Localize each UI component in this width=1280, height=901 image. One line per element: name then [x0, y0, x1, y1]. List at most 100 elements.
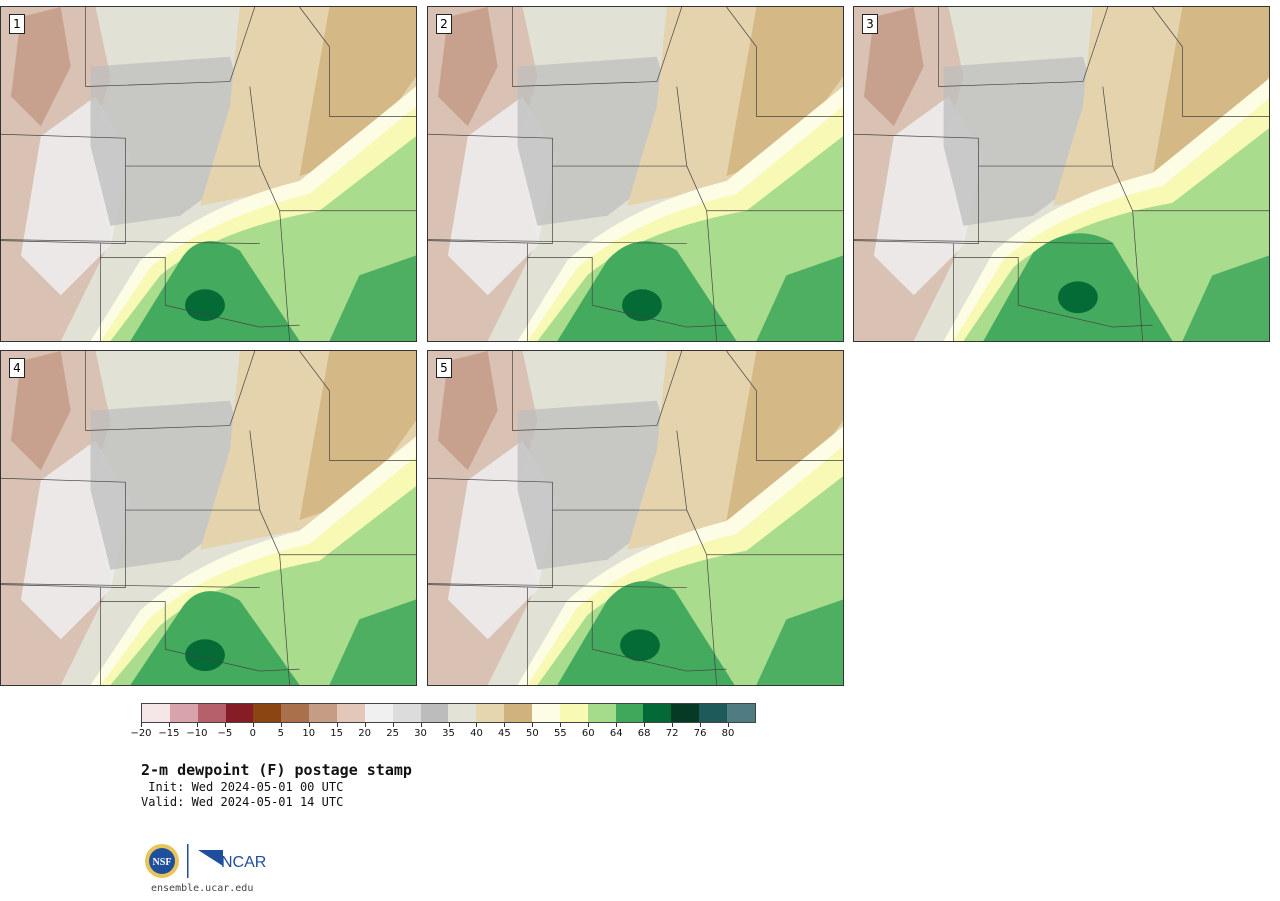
- state-boundary: [854, 239, 1113, 244]
- member-number-label: 2: [436, 14, 452, 34]
- state-boundary: [125, 430, 261, 511]
- colorbar-tick: [728, 723, 730, 727]
- ensemble-member-map-2: 2: [427, 6, 844, 342]
- colorbar-tick-label: 15: [330, 728, 344, 739]
- state-boundary: [706, 554, 717, 685]
- colorbar-tick: [141, 723, 142, 727]
- state-boundary: [1, 133, 126, 244]
- ensemble-member-map-1: 1: [0, 6, 417, 342]
- state-boundary: [299, 7, 416, 117]
- dewpoint-region: [299, 351, 416, 520]
- state-boundary: [512, 351, 657, 431]
- colorbar-tick: [700, 723, 702, 727]
- colorbar-tick-label: −20: [130, 728, 152, 739]
- colorbar-swatch: [197, 704, 226, 722]
- dewpoint-field: [1, 7, 416, 341]
- colorbar-tick: [616, 723, 618, 727]
- state-boundary: [726, 351, 843, 461]
- valid-time: Valid: Wed 2024-05-01 14 UTC: [141, 795, 344, 809]
- member-number-label: 3: [862, 14, 878, 34]
- colorbar-swatch: [281, 704, 310, 722]
- state-boundary: [299, 351, 416, 461]
- colorbar-tick-label: 5: [277, 728, 284, 739]
- state-boundary: [726, 7, 843, 117]
- colorbar-swatch: [142, 704, 170, 722]
- state-boundary: [938, 7, 1083, 87]
- colorbar-tick-label: 35: [442, 728, 455, 739]
- dewpoint-region: [130, 591, 300, 685]
- colorbar-tick-label: 68: [637, 728, 651, 739]
- member-number-label: 5: [436, 358, 452, 378]
- colorbar-swatch: [364, 704, 393, 722]
- state-boundary: [656, 7, 683, 82]
- dewpoint-region: [726, 7, 843, 176]
- colorbar-tick: [644, 723, 646, 727]
- state-boundary: [656, 351, 683, 426]
- colorbar-tick-label: 76: [693, 728, 707, 739]
- nsf-logo-text: NSF: [153, 857, 172, 868]
- colorbar-tick: [560, 723, 562, 727]
- colorbar-tick: [308, 723, 310, 727]
- colorbar-swatch: [615, 704, 644, 722]
- dewpoint-region: [756, 255, 843, 341]
- dewpoint-region: [437, 7, 498, 127]
- init-time: Init: Wed 2024-05-01 00 UTC: [141, 780, 344, 794]
- colorbar-tick-label: 25: [386, 728, 399, 739]
- member-number-label: 1: [9, 14, 25, 34]
- colorbar-swatch: [448, 704, 477, 722]
- colorbar-tick-label: 10: [302, 728, 316, 739]
- dewpoint-region: [329, 599, 416, 685]
- colorbar-tick: [672, 723, 674, 727]
- state-boundary: [1, 583, 260, 588]
- colorbar-tick: [280, 723, 282, 727]
- state-boundary: [229, 7, 256, 82]
- colorbar-tick-label: −10: [186, 728, 208, 739]
- colorbar-tick: [588, 723, 590, 727]
- dewpoint-region: [437, 351, 498, 471]
- colorbar-tick-label: 40: [470, 728, 483, 739]
- colorbar-tick-label: 60: [581, 728, 595, 739]
- ncar-logo-icon: [198, 850, 223, 866]
- dewpoint-region: [726, 351, 843, 520]
- dewpoint-field: [854, 7, 1269, 341]
- state-boundary: [100, 601, 300, 672]
- state-boundary: [953, 257, 1153, 328]
- colorbar-tick: [196, 723, 198, 727]
- colorbar-tick: [168, 723, 170, 727]
- dewpoint-region: [299, 7, 416, 176]
- colorbar-tick: [224, 723, 226, 727]
- state-boundary: [85, 351, 230, 431]
- plot-title: 2-m dewpoint (F) postage stamp: [141, 761, 412, 779]
- colorbar-swatch: [643, 704, 672, 722]
- state-boundary: [854, 133, 979, 244]
- state-boundary: [100, 257, 300, 328]
- nsf-ncar-logos: NSF NCAR: [143, 842, 283, 882]
- colorbar-swatch: [727, 704, 755, 722]
- colorbar-tick-label: 72: [665, 728, 679, 739]
- colorbar-tick-label: 64: [609, 728, 623, 739]
- dewpoint-region: [1058, 281, 1098, 314]
- dewpoint-field: [428, 351, 843, 685]
- ensemble-member-map-3: 3: [853, 6, 1270, 342]
- colorbar-tick-label: 55: [553, 728, 567, 739]
- dewpoint-region: [863, 7, 924, 127]
- colorbar-tick: [532, 723, 534, 727]
- colorbar-swatch: [169, 704, 198, 722]
- colorbar-tick: [336, 723, 338, 727]
- state-boundary: [1152, 7, 1269, 117]
- state-boundary: [1, 477, 126, 588]
- colorbar-swatch: [476, 704, 505, 722]
- dewpoint-field: [428, 7, 843, 341]
- colorbar-tick-label: 45: [498, 728, 511, 739]
- state-boundary: [428, 239, 687, 244]
- colorbar-tick-label: 20: [358, 728, 371, 739]
- colorbar-tick: [252, 723, 254, 727]
- state-boundary: [527, 257, 727, 328]
- colorbar-swatch: [532, 704, 560, 722]
- colorbar-swatch: [420, 704, 449, 722]
- colorbar-tick-label: 50: [525, 728, 539, 739]
- colorbar-swatch: [253, 704, 282, 722]
- colorbar-ticks: −20 −15 −10 −5 0 5 10 15 20 25 30 35 40 45 50 55 60 64 68 7…: [130, 723, 756, 743]
- state-boundary: [428, 133, 553, 244]
- state-boundary: [279, 554, 290, 685]
